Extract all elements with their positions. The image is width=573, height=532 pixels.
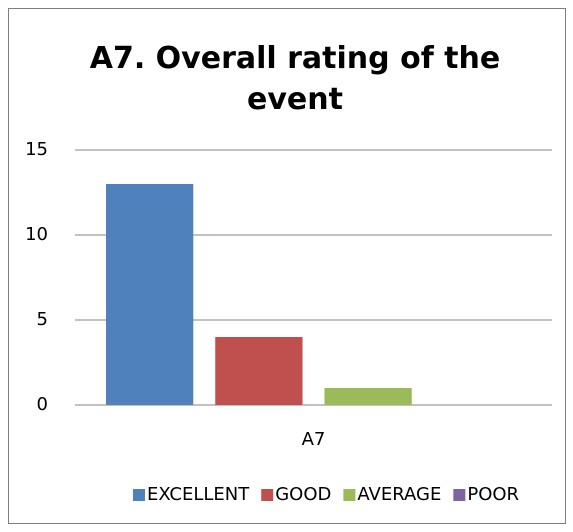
bar (106, 184, 194, 405)
chart-border (8, 8, 566, 524)
legend-label: POOR (467, 484, 519, 505)
chart-title: A7. Overall rating of the event (89, 41, 501, 117)
legend-swatch (261, 489, 274, 501)
legend-swatch (133, 489, 145, 501)
bar (324, 388, 412, 405)
legend-swatch (343, 489, 356, 501)
legend-swatch (453, 489, 466, 501)
x-tick-label: A7 (302, 429, 326, 450)
bar (215, 337, 303, 405)
legend-label: EXCELLENT (147, 484, 250, 505)
y-tick-label: 10 (25, 224, 48, 245)
y-tick-label: 5 (37, 309, 48, 330)
y-tick-label: 15 (25, 139, 48, 160)
legend-label: GOOD (275, 484, 331, 505)
legend-label: AVERAGE (357, 484, 441, 505)
y-tick-label: 0 (37, 394, 48, 415)
